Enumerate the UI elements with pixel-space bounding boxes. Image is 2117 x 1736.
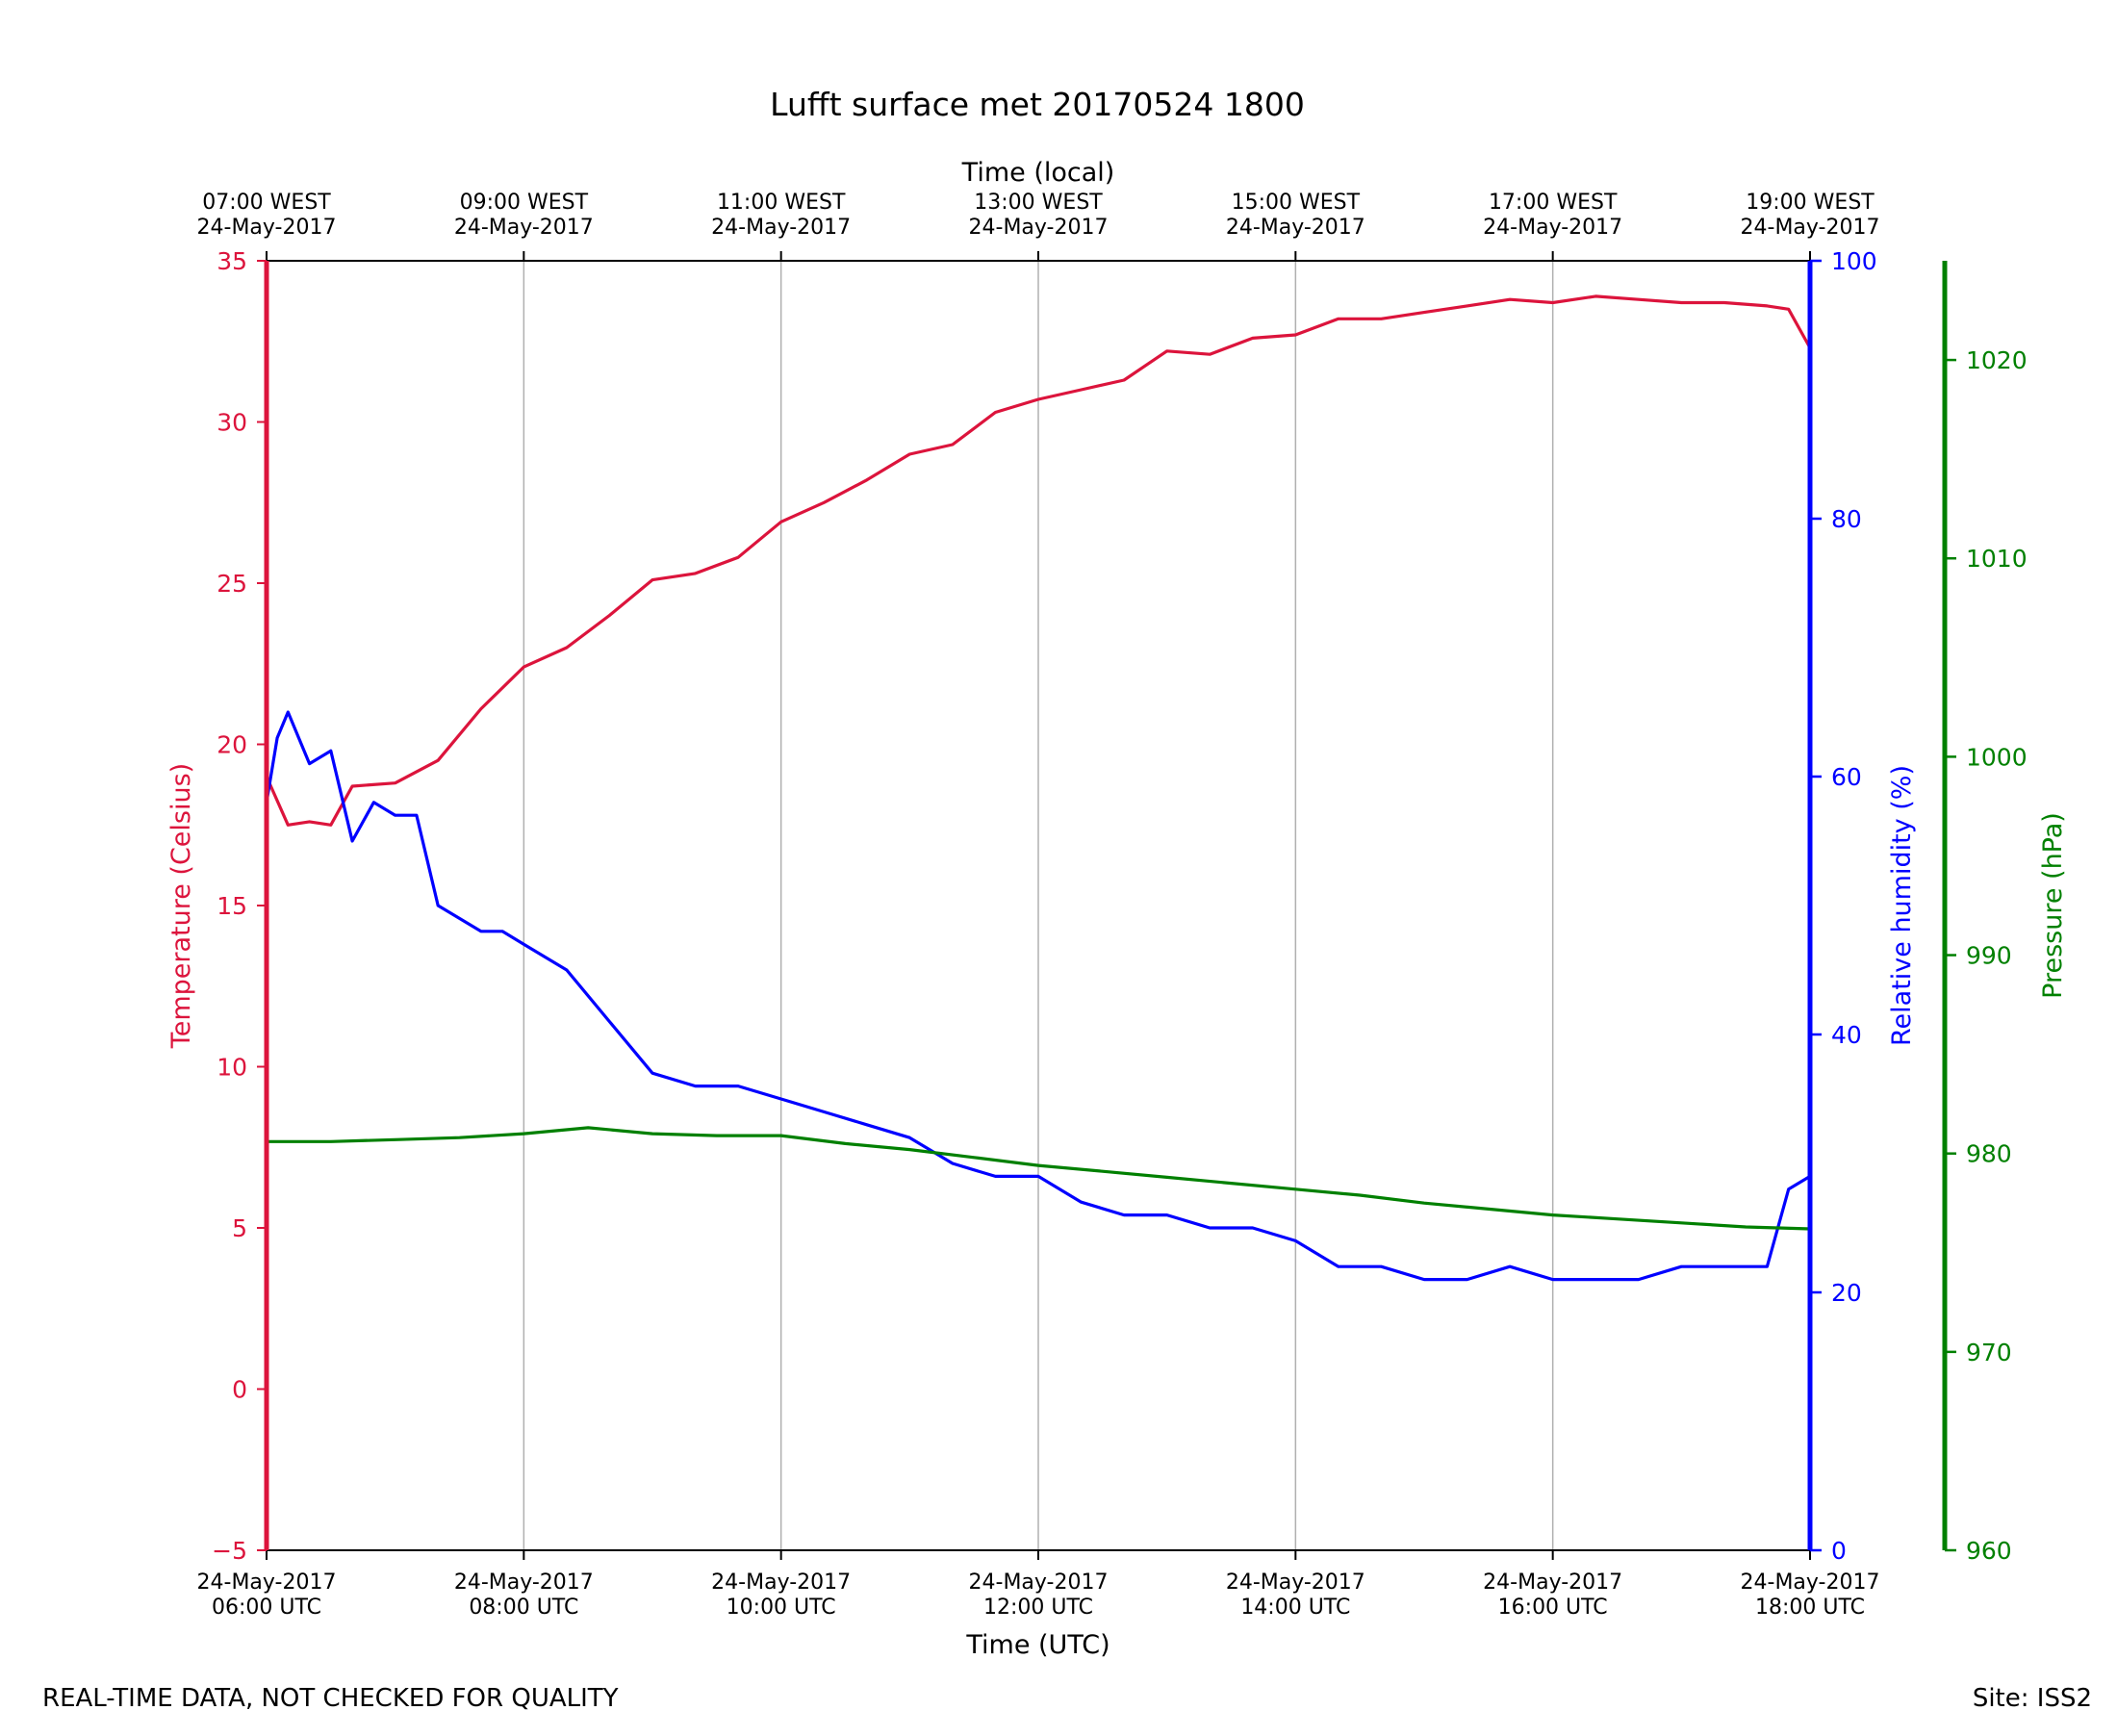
pressure-tick-label: 980	[1966, 1140, 2012, 1168]
x-tick-label-time: 16:00 UTC	[1498, 1596, 1608, 1620]
x-tick-label-time: 08:00 UTC	[469, 1596, 578, 1620]
x-tick-top-label-time: 15:00 WEST	[1232, 191, 1361, 215]
pressure-tick-label: 970	[1966, 1339, 2012, 1366]
x-tick-label-time: 18:00 UTC	[1755, 1596, 1865, 1620]
x-tick-label-date: 24-May-2017	[969, 1570, 1109, 1595]
x-tick-top-label-time: 19:00 WEST	[1746, 191, 1875, 215]
humidity-tick-label: 60	[1831, 763, 1862, 791]
humidity-tick-label: 20	[1831, 1279, 1862, 1307]
x-tick-label-date: 24-May-2017	[1226, 1570, 1365, 1595]
pressure-tick-label: 1010	[1966, 545, 2028, 573]
humidity-tick-label: 0	[1831, 1537, 1847, 1565]
humidity-tick-label: 100	[1831, 247, 1877, 275]
x-tick-top-label-time: 09:00 WEST	[460, 191, 589, 215]
x-axis-label-top: Time (local)	[961, 158, 1115, 188]
chart-title: Lufft surface met 20170524 1800	[770, 86, 1305, 123]
x-axis-label-bottom: Time (UTC)	[965, 1630, 1110, 1660]
humidity-axis-label: Relative humidity (%)	[1887, 765, 1917, 1046]
x-tick-label-date: 24-May-2017	[197, 1570, 337, 1595]
pressure-tick-label: 1020	[1966, 346, 2028, 374]
temperature-series-line	[265, 294, 1812, 827]
x-tick-top-label-date: 24-May-2017	[197, 216, 337, 240]
x-tick-top-label-time: 13:00 WEST	[974, 191, 1103, 215]
temperature-tick-label: 5	[232, 1214, 247, 1242]
x-tick-top-label-date: 24-May-2017	[969, 216, 1109, 240]
quality-disclaimer: REAL-TIME DATA, NOT CHECKED FOR QUALITY	[42, 1684, 619, 1713]
humidity-series-line	[265, 710, 1811, 1282]
pressure-series-line	[267, 1126, 1811, 1231]
x-tick-label-date: 24-May-2017	[1483, 1570, 1622, 1595]
pressure-tick-label: 960	[1966, 1537, 2012, 1565]
series-layer	[265, 294, 1812, 1282]
temperature-tick-label: 15	[217, 892, 247, 920]
x-tick-top-label-time: 07:00 WEST	[202, 191, 331, 215]
x-tick-label-time: 10:00 UTC	[727, 1596, 836, 1620]
grid-layer	[523, 261, 1554, 1550]
x-tick-label-date: 24-May-2017	[1741, 1570, 1880, 1595]
x-tick-top-label-date: 24-May-2017	[1741, 216, 1880, 240]
x-tick-label-date: 24-May-2017	[711, 1570, 851, 1595]
humidity-tick-label: 80	[1831, 505, 1862, 533]
site-label: Site: ISS2	[1972, 1684, 2092, 1713]
x-tick-label-date: 24-May-2017	[454, 1570, 594, 1595]
x-tick-top-label-date: 24-May-2017	[1226, 216, 1365, 240]
temperature-tick-label: −5	[212, 1537, 247, 1565]
x-tick-top-label-date: 24-May-2017	[711, 216, 851, 240]
x-tick-label-time: 06:00 UTC	[212, 1596, 321, 1620]
temperature-tick-label: 10	[217, 1054, 247, 1082]
temperature-tick-label: 20	[217, 731, 247, 759]
temperature-tick-label: 30	[217, 409, 247, 437]
x-tick-top-label-time: 11:00 WEST	[717, 191, 846, 215]
temperature-axis-label: Temperature (Celsius)	[166, 763, 196, 1049]
x-tick-top-label-date: 24-May-2017	[1483, 216, 1622, 240]
x-tick-top-label-time: 17:00 WEST	[1489, 191, 1618, 215]
x-tick-label-time: 14:00 UTC	[1240, 1596, 1350, 1620]
humidity-tick-label: 40	[1831, 1021, 1862, 1049]
temperature-tick-label: 25	[217, 570, 247, 598]
x-tick-label-time: 12:00 UTC	[983, 1596, 1093, 1620]
pressure-tick-label: 1000	[1966, 743, 2028, 771]
temperature-tick-label: 0	[232, 1376, 247, 1404]
pressure-axis-label: Pressure (hPa)	[2038, 812, 2068, 999]
pressure-tick-label: 990	[1966, 942, 2012, 970]
temperature-tick-label: 35	[217, 247, 247, 275]
x-tick-top-label-date: 24-May-2017	[454, 216, 594, 240]
